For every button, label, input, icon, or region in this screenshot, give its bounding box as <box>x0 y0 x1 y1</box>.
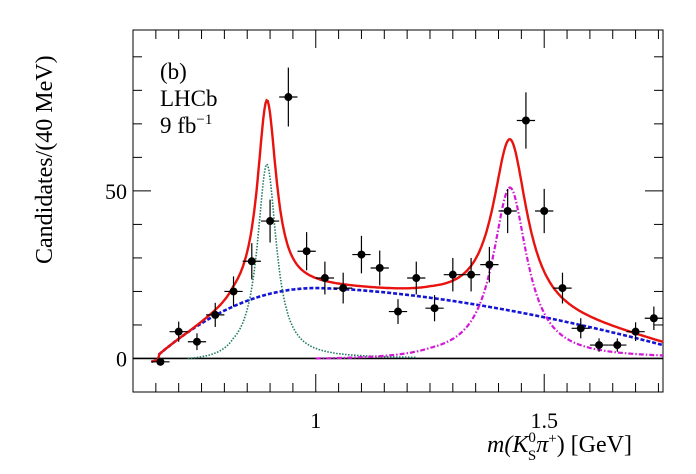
data-point <box>649 314 658 323</box>
y-tick-label: 0 <box>116 346 127 371</box>
data-point <box>211 310 220 319</box>
data-point <box>448 270 457 279</box>
data-point <box>192 337 201 346</box>
data-point <box>229 287 238 296</box>
luminosity-label: 9 fb−1 <box>160 112 212 138</box>
x-axis-label: m(K0 Sπ+) [GeV] <box>487 430 632 464</box>
data-point <box>540 207 549 215</box>
data-point <box>284 93 293 102</box>
x-tick-label: 1.5 <box>530 408 558 433</box>
k892-peak-curve <box>187 162 417 360</box>
y-tick-label: 50 <box>105 179 127 204</box>
data-point <box>412 274 421 283</box>
data-point <box>485 260 494 269</box>
data-point <box>558 284 567 293</box>
data-points <box>151 67 663 366</box>
data-point <box>174 327 183 336</box>
data-point <box>394 307 402 316</box>
data-point <box>595 341 604 350</box>
data-point <box>339 284 348 293</box>
data-point <box>467 270 476 279</box>
fit-curves <box>150 98 664 364</box>
data-point <box>503 207 512 215</box>
total-fit-curve <box>150 98 664 363</box>
data-point <box>247 257 256 266</box>
data-point <box>266 217 275 226</box>
data-point <box>613 341 622 350</box>
data-point <box>320 274 329 283</box>
data-point <box>302 247 311 256</box>
plot-frame <box>132 29 664 393</box>
data-point <box>357 250 366 259</box>
panel-label: (b) <box>160 59 187 84</box>
data-point <box>156 357 165 366</box>
data-point <box>631 327 640 336</box>
data-point <box>521 116 530 125</box>
background-curve <box>150 286 664 364</box>
data-point <box>576 324 585 333</box>
axis-ticks: 1 1.5 0 50 <box>105 30 663 433</box>
experiment-label: LHCb <box>160 86 218 111</box>
y-axis-label: Candidates/(40 MeV) <box>32 55 58 264</box>
data-point <box>375 263 384 272</box>
data-point <box>430 304 439 313</box>
x-tick-label: 1 <box>310 408 321 433</box>
